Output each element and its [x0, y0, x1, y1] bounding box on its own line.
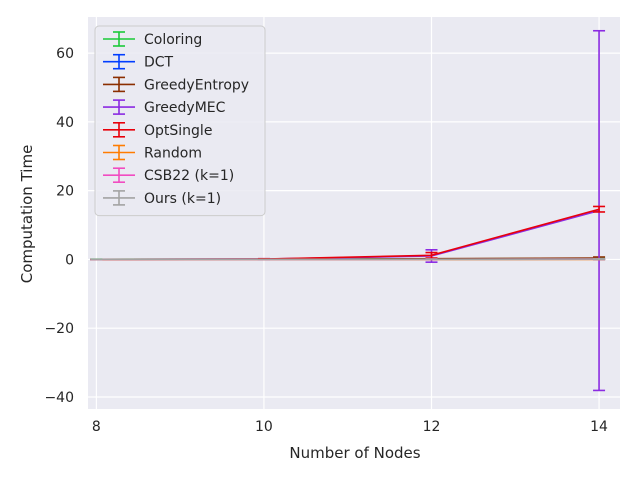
legend-item: GreedyMEC	[103, 99, 226, 116]
legend-item: Random	[103, 144, 202, 162]
legend-item: CSB22 (k=1)	[103, 167, 234, 184]
legend-item: Coloring	[103, 31, 202, 48]
y-axis-label: Computation Time	[18, 145, 36, 284]
y-tick-label: −40	[44, 390, 74, 406]
x-tick-label: 10	[255, 419, 273, 435]
legend-item: GreedyEntropy	[103, 76, 249, 93]
y-tick-labels: −40 −20 0 20 40 60	[44, 46, 74, 406]
y-tick-label: 20	[56, 184, 74, 200]
legend-item: DCT	[103, 53, 174, 71]
y-tick-label: 60	[56, 46, 74, 62]
legend-label: OptSingle	[144, 123, 212, 139]
x-tick-label: 12	[423, 419, 441, 435]
series-layer	[90, 29, 606, 392]
legend-label: CSB22 (k=1)	[144, 168, 234, 184]
legend-item: OptSingle	[103, 122, 212, 139]
legend-item: Ours (k=1)	[103, 190, 221, 207]
legend: Coloring DCT GreedyEntropy GreedyMEC OptSing…	[94, 25, 266, 217]
x-tick-label: 14	[590, 419, 608, 435]
y-tick-label: 0	[65, 252, 74, 268]
legend-label: Ours (k=1)	[144, 191, 221, 207]
x-tick-label: 8	[92, 419, 101, 435]
legend-box	[94, 25, 266, 217]
legend-label: DCT	[144, 55, 174, 71]
legend-label: GreedyEntropy	[144, 77, 249, 93]
x-axis-label: Number of Nodes	[289, 444, 420, 462]
series-ours-k-1-	[90, 257, 606, 261]
legend-label: GreedyMEC	[144, 100, 226, 116]
y-tick-label: 40	[56, 115, 74, 131]
x-tick-labels: 8 10 12 14	[92, 419, 608, 435]
legend-label: Coloring	[144, 32, 202, 48]
legend-label: Random	[144, 146, 202, 162]
y-tick-label: −20	[44, 321, 74, 337]
